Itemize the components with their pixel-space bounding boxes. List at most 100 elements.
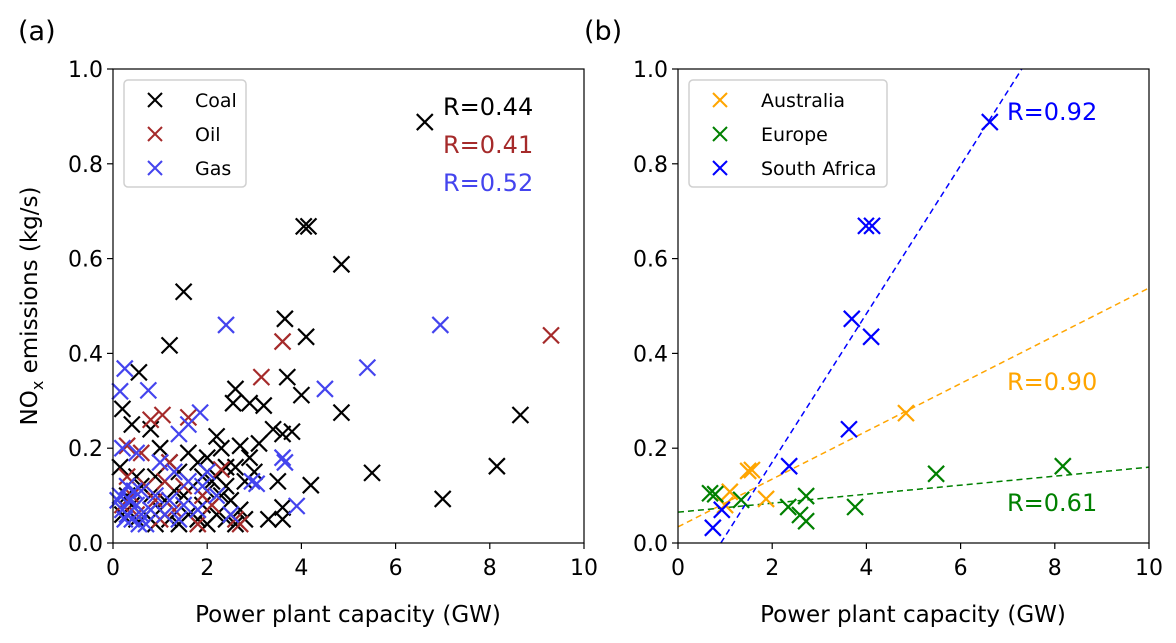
point-coal — [250, 434, 268, 453]
x-tick-label: 2 — [200, 556, 214, 581]
x-tick-label: 4 — [859, 556, 873, 581]
point-coal — [254, 396, 273, 415]
point-gas — [120, 491, 139, 510]
r-value-label: R=0.92 — [1007, 98, 1097, 126]
point-coal — [141, 420, 160, 439]
y-tick-label: 1.0 — [633, 58, 668, 83]
point-europe — [706, 485, 724, 503]
panel-b-legend-box — [688, 79, 888, 188]
point-gas — [141, 501, 160, 519]
point-europe — [797, 512, 815, 530]
point-australia — [757, 490, 775, 508]
point-europe — [732, 491, 750, 509]
x-tick-label: 8 — [483, 556, 497, 581]
point-oil — [203, 496, 221, 514]
point-gas — [198, 463, 216, 481]
legend-marker-gas — [147, 160, 163, 176]
point-gas — [111, 486, 129, 505]
legend-label: Oil — [195, 124, 221, 146]
point-gas — [193, 477, 212, 495]
point-coal — [276, 310, 294, 328]
point-gas — [287, 497, 306, 515]
panel-b-label: (b) — [584, 16, 622, 47]
point-coal — [283, 422, 301, 441]
point-south-africa — [857, 217, 875, 235]
panel-b-fit-lines — [678, 69, 1149, 543]
point-gas — [170, 510, 188, 529]
point-gas — [189, 501, 207, 519]
y-tick-label: 0.4 — [68, 342, 103, 367]
point-south-africa — [862, 328, 880, 346]
point-oil — [542, 326, 560, 345]
panel-a-label: (a) — [18, 16, 56, 47]
point-gas — [113, 439, 132, 457]
point-gas — [247, 474, 266, 493]
panel-a-legend: Coal Oil Gas — [123, 79, 247, 188]
panel-a-ylabel: NOx emissions (kg/s) — [17, 187, 47, 426]
panel-a: (a) 0 2 4 6 8 10 0.0 0.2 0.4 0.6 0.8 1.0 Power plan… — [17, 16, 598, 628]
x-tick-label: 10 — [1135, 556, 1163, 581]
point-gas — [146, 486, 165, 505]
x-tick-label: 0 — [106, 556, 120, 581]
point-coal — [130, 363, 148, 382]
point-south-africa — [840, 420, 858, 439]
y-tick-label: 0.6 — [68, 248, 103, 273]
point-australia — [739, 462, 757, 480]
point-coal — [363, 464, 381, 482]
point-gas — [316, 380, 334, 398]
point-oil — [141, 410, 160, 429]
point-gas — [165, 463, 184, 481]
panel-a-ticks: 0 2 4 6 8 10 0.0 0.2 0.4 0.6 0.8 1.0 — [68, 58, 598, 581]
point-australia — [721, 483, 739, 501]
point-coal — [297, 328, 315, 346]
point-gas — [179, 472, 198, 491]
point-coal — [224, 394, 242, 412]
point-coal — [231, 437, 249, 455]
point-coal — [302, 476, 320, 494]
point-coal — [332, 255, 351, 274]
legend-label: South Africa — [761, 158, 876, 180]
y-tick-label: 1.0 — [68, 58, 103, 83]
point-coal — [198, 448, 216, 467]
point-coal — [240, 394, 259, 412]
point-coal — [231, 501, 249, 519]
point-coal — [226, 458, 245, 476]
legend-marker-europe — [712, 126, 728, 142]
point-south-africa — [843, 310, 861, 328]
point-gas — [127, 444, 146, 462]
point-coal — [273, 510, 292, 529]
point-coal — [160, 336, 179, 355]
x-tick-label: 2 — [765, 556, 779, 581]
point-gas — [125, 482, 143, 500]
fit-line-australia — [678, 287, 1149, 528]
point-oil — [132, 444, 151, 462]
point-south-africa — [981, 113, 999, 131]
panel-a-marks — [108, 113, 560, 533]
legend-label: Australia — [761, 90, 845, 112]
point-coal — [416, 113, 434, 131]
point-coal — [269, 472, 287, 491]
point-gas — [170, 425, 188, 443]
point-oil — [252, 368, 271, 386]
point-coal — [294, 217, 313, 236]
point-gas — [139, 381, 158, 400]
point-gas — [243, 472, 261, 491]
point-gas — [431, 316, 450, 334]
point-south-africa — [713, 501, 731, 519]
y-tick-label: 0.8 — [633, 153, 668, 178]
point-coal — [278, 368, 297, 386]
y-tick-label: 0.2 — [633, 437, 668, 462]
point-south-africa — [780, 457, 798, 475]
point-coal — [488, 457, 506, 475]
point-coal — [226, 515, 245, 533]
point-coal — [240, 448, 259, 467]
point-australia — [897, 404, 915, 422]
panel-a-r-labels: R=0.44 R=0.41 R=0.52 — [443, 93, 533, 197]
point-australia — [743, 461, 761, 479]
panel-b-xlabel: Power plant capacity (GW) — [760, 602, 1066, 628]
legend-label: Gas — [195, 158, 231, 180]
y-tick-label: 0.0 — [68, 532, 103, 557]
x-tick-label: 6 — [389, 556, 403, 581]
point-coal — [292, 386, 311, 404]
